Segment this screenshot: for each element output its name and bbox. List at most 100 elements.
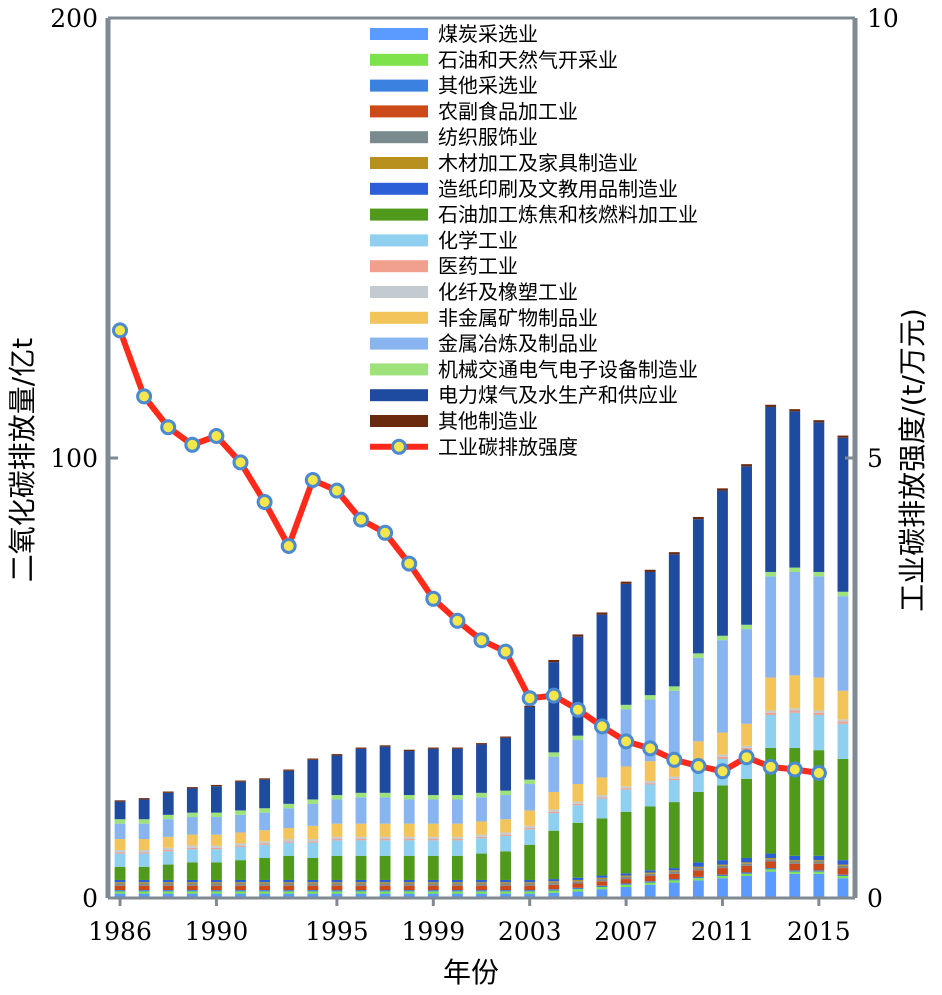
bar-segment-1991-9	[235, 845, 246, 847]
bar-segment-1994-14	[307, 759, 319, 800]
bar-segment-1998-6	[403, 879, 415, 883]
legend-label-11: 非金属矿物制品业	[438, 306, 598, 330]
bar-segment-1986-9	[114, 852, 126, 854]
bar-segment-2002-0	[500, 893, 512, 898]
bar-segment-1990-2	[211, 890, 222, 892]
bar-segment-2008-10	[644, 780, 656, 784]
bar-segment-2003-9	[524, 828, 536, 830]
bar-segment-1998-2	[403, 890, 415, 892]
bar-segment-2002-2	[500, 890, 512, 892]
bar-segment-2011-12	[717, 640, 728, 733]
bar-segment-2000-1	[451, 891, 463, 894]
bar-segment-1996-0	[355, 893, 367, 898]
bar-segment-1998-13	[403, 795, 415, 800]
bar-segment-1987-9	[138, 852, 150, 854]
bar-segment-2003-1	[524, 891, 536, 894]
bar-segment-2004-2	[548, 889, 560, 891]
bar-segment-2001-4	[476, 883, 487, 886]
intensity-point-2014	[786, 761, 803, 778]
bar-segment-1991-13	[235, 810, 246, 815]
bar-segment-1988-11	[162, 836, 174, 848]
bar-segment-1989-6	[186, 879, 198, 883]
bar-segment-2012-1	[741, 873, 752, 876]
bar-segment-2005-12	[572, 740, 584, 785]
x-tick-label-1990: 1990	[185, 917, 249, 946]
bar-segment-2000-5	[451, 882, 463, 884]
legend-swatch-15	[370, 415, 428, 427]
bar-segment-2008-13	[644, 695, 656, 700]
bar-segment-1988-3	[162, 885, 174, 891]
bar-segment-2014-15	[789, 409, 801, 412]
bar-segment-1990-4	[211, 883, 222, 886]
bar-segment-2005-7	[572, 822, 584, 878]
legend-swatch-13	[370, 363, 428, 376]
bar-segment-2003-2	[524, 890, 536, 892]
x-tick-label-1999: 1999	[401, 917, 465, 946]
bar-segment-2006-5	[596, 877, 608, 880]
bar-segment-2000-7	[451, 855, 463, 880]
bar-segment-2011-11	[717, 732, 728, 755]
bar-segment-2000-11	[451, 823, 463, 837]
bar-segment-2001-2	[476, 890, 487, 892]
bar-segment-1997-0	[379, 893, 391, 898]
bar-segment-1993-13	[283, 803, 295, 809]
bar-segment-2016-5	[837, 864, 849, 866]
bar-segment-1999-0	[427, 893, 439, 898]
bar-segment-1990-11	[211, 834, 222, 846]
bar-segment-2012-7	[741, 778, 752, 858]
legend-label-0: 煤炭采选业	[438, 22, 538, 46]
bar-segment-2006-11	[596, 777, 608, 796]
bar-segment-2012-9	[741, 747, 752, 751]
bar-segment-2005-4	[572, 881, 584, 884]
legend-swatch-0	[370, 28, 428, 40]
bar-segment-2015-14	[813, 422, 825, 572]
bar-segment-2012-12	[741, 629, 752, 724]
bar-segment-2012-0	[741, 876, 752, 898]
bar-segment-2001-10	[476, 834, 487, 837]
bar-segment-2002-12	[500, 795, 512, 820]
bar-segment-1993-5	[283, 882, 295, 884]
bar-segment-1986-2	[114, 890, 126, 892]
bar-segment-1997-15	[379, 745, 391, 747]
bar-segment-2011-9	[717, 756, 728, 759]
bar-segment-2016-1	[837, 876, 849, 879]
bar-segment-1994-13	[307, 799, 319, 804]
bar-segment-1993-7	[283, 855, 295, 880]
bar-segment-1992-5	[259, 882, 271, 884]
bar-segment-1987-6	[138, 879, 150, 883]
legend-swatch-6	[370, 182, 428, 195]
bar-segment-2008-12	[644, 699, 656, 762]
bar-segment-1990-12	[211, 817, 222, 835]
bar-segment-2011-2	[717, 874, 728, 876]
bar-segment-1990-9	[211, 847, 222, 850]
bar-segment-1992-1	[259, 891, 271, 894]
bar-segment-1994-1	[307, 891, 319, 894]
y-tick-label-0: 0	[82, 884, 98, 913]
bar-segment-1987-10	[138, 850, 150, 853]
intensity-point-2012	[738, 749, 755, 766]
y-axis-title: 二氧化碳排放量/亿t	[6, 338, 39, 582]
bar-segment-1992-6	[259, 879, 271, 883]
bar-segment-1996-1	[355, 891, 367, 894]
bar-segment-1992-9	[259, 843, 271, 845]
bar-segment-2013-8	[765, 714, 777, 748]
bar-segment-1991-4	[235, 883, 246, 886]
bar-segment-2013-5	[765, 857, 777, 860]
bar-segment-2016-4	[837, 865, 849, 869]
bar-segment-2002-10	[500, 832, 512, 835]
bar-segment-2002-6	[500, 879, 512, 883]
bar-segment-2007-7	[620, 811, 632, 874]
bar-segment-2012-13	[741, 624, 752, 630]
legend-label-line: 工业碳排放强度	[438, 435, 578, 459]
bar-segment-2012-2	[741, 872, 752, 874]
bar-segment-1999-14	[427, 748, 439, 796]
x-tick-label-2007: 2007	[594, 917, 658, 946]
bar-segment-2006-4	[596, 879, 608, 882]
x-tick-label-1986: 1986	[88, 917, 152, 946]
bar-segment-1991-15	[235, 780, 246, 782]
bar-segment-2002-11	[500, 819, 512, 833]
bar-segment-2011-1	[717, 876, 728, 879]
bar-segment-1992-10	[259, 841, 271, 844]
bar-segment-2006-15	[596, 612, 608, 615]
bar-segment-1999-4	[427, 883, 439, 886]
